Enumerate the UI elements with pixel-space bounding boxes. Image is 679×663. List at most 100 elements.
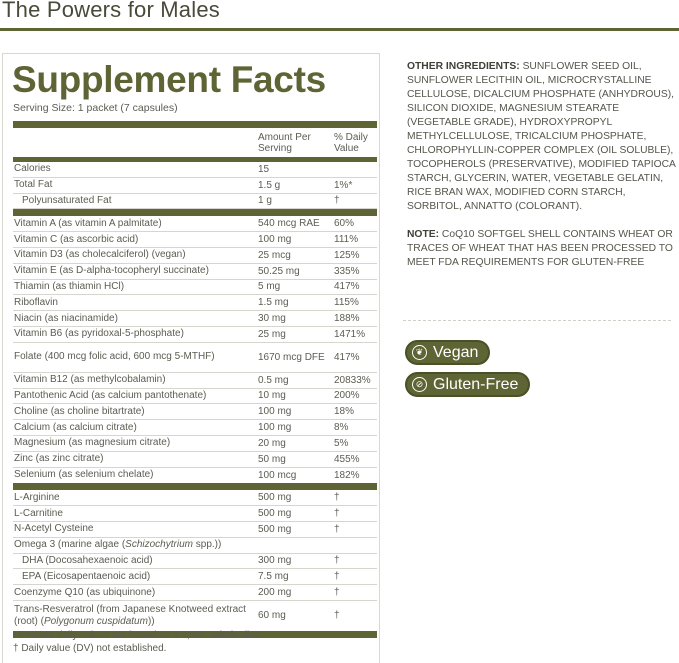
row-name: Vitamin D3 (as cholecalciferol) (vegan) xyxy=(14,249,186,261)
row-name: Trans-Resveratrol (from Japanese Knotwee… xyxy=(14,603,246,627)
row-dv: 1471% xyxy=(334,328,366,340)
row-dv: 335% xyxy=(334,265,360,277)
row-amount: 1.5 g xyxy=(258,179,281,191)
divider xyxy=(13,121,377,128)
badge-label: Vegan xyxy=(433,343,479,361)
badge-label: Gluten-Free xyxy=(433,375,519,393)
row-amount: 500 mg xyxy=(258,523,292,535)
table-row: Niacin (as niacinamide) 30 mg 188% xyxy=(13,311,377,327)
table-row: Vitamin D3 (as cholecalciferol) (vegan) 2… xyxy=(13,248,377,264)
row-name: Selenium (as selenium chelate) xyxy=(14,469,154,481)
row-amount: 100 mcg xyxy=(258,469,297,481)
note-label: NOTE: xyxy=(407,229,440,240)
row-dv: † xyxy=(334,492,340,504)
row-name: Vitamin C (as ascorbic acid) xyxy=(14,233,139,245)
row-amount: 540 mcg RAE xyxy=(258,218,320,230)
col-amount: Amount Per Serving xyxy=(258,131,311,154)
row-dv: 5% xyxy=(334,437,349,449)
table-row: Riboflavin 1.5 mg 115% xyxy=(13,295,377,312)
note-text: CoQ10 SOFTGEL SHELL CONTAINS WHEAT OR TR… xyxy=(407,229,673,268)
row-dv: 1%* xyxy=(334,179,353,191)
row-name: Folate (400 mcg folic acid, 600 mcg 5-MT… xyxy=(14,351,215,363)
row-dv: 417% xyxy=(334,281,360,293)
label-heading: Supplement Facts xyxy=(12,59,326,100)
page-title: The Powers for Males xyxy=(2,0,220,22)
row-name: Vitamin A (as vitamin A palmitate) xyxy=(14,217,162,229)
row-name: Coenzyme Q10 (as ubiquinone) xyxy=(14,586,156,598)
table-row: Total Fat 1.5 g 1%* xyxy=(13,178,377,194)
supplement-facts-label: Supplement Facts Serving Size: 1 packet … xyxy=(2,53,380,663)
row-dv: † xyxy=(334,555,340,567)
row-amount: 500 mg xyxy=(258,508,292,520)
row-dv: 60% xyxy=(334,218,355,230)
row-dv: † xyxy=(334,523,340,535)
row-name: Magnesium (as magnesium citrate) xyxy=(14,437,171,449)
row-name: Vitamin B6 (as pyridoxal-5-phosphate) xyxy=(14,328,184,340)
divider xyxy=(13,157,377,162)
row-amount: 5 mg xyxy=(258,281,281,293)
table-row: Magnesium (as magnesium citrate) 20 mg 5% xyxy=(13,436,377,452)
table-row: Coenzyme Q10 (as ubiquinone) 200 mg † xyxy=(13,585,377,601)
table-row: L-Arginine 500 mg † xyxy=(13,490,377,507)
row-dv: 111% xyxy=(334,234,359,246)
leaf-icon: ❦ xyxy=(412,345,427,360)
row-amount: 1 g xyxy=(258,195,272,207)
table-row: Vitamin A (as vitamin A palmitate) 540 mc… xyxy=(13,216,377,233)
table-row: Polyunsaturated Fat 1 g † xyxy=(13,194,377,210)
table-row: Choline (as choline bitartrate) 100 mg 18% xyxy=(13,404,377,421)
row-amount: 200 mg xyxy=(258,587,292,599)
wheat-icon: ⊘ xyxy=(412,377,427,392)
row-amount: 100 mg xyxy=(258,234,292,246)
row-dv: 20833% xyxy=(334,374,371,386)
row-name: Thiamin (as thiamin HCl) xyxy=(14,280,125,292)
table-row: EPA (Eicosapentaenoic acid) 7.5 mg † xyxy=(13,569,377,586)
table-row: Vitamin B12 (as methylcobalamin) 0.5 mg 20… xyxy=(13,373,377,389)
table-row: Folate (400 mcg folic acid, 600 mcg 5-MT… xyxy=(13,343,377,373)
row-amount: 1670 mcg DFE xyxy=(258,351,325,363)
divider xyxy=(403,320,671,321)
other-ingredients-label: OTHER INGREDIENTS: xyxy=(407,61,520,72)
row-amount: 300 mg xyxy=(258,555,292,567)
row-dv: 200% xyxy=(334,390,360,402)
row-dv: † xyxy=(334,195,340,207)
table-row: Vitamin C (as ascorbic acid) 100 mg 111% xyxy=(13,232,377,248)
row-name: Zinc (as zinc citrate) xyxy=(14,453,104,465)
row-name: Calcium (as calcium citrate) xyxy=(14,421,137,433)
divider xyxy=(13,209,377,217)
row-name: N-Acetyl Cysteine xyxy=(14,523,94,535)
row-amount: 50.25 mg xyxy=(258,265,300,277)
table-row: DHA (Docosahexaenoic acid) 300 mg † xyxy=(13,554,377,570)
row-name: DHA (Docosahexaenoic acid) xyxy=(22,554,153,566)
row-name: Riboflavin xyxy=(14,296,58,308)
row-name: Calories xyxy=(14,163,51,175)
table-row: Selenium (as selenium chelate) 100 mcg 182… xyxy=(13,468,377,484)
vegan-badge: ❦ Vegan xyxy=(405,340,491,365)
row-amount: 0.5 mg xyxy=(258,374,289,386)
table-row: Thiamin (as thiamin HCl) 5 mg 417% xyxy=(13,280,377,296)
row-amount: 25 mcg xyxy=(258,249,291,261)
table-row: Pantothenic Acid (as calcium pantothenat… xyxy=(13,389,377,405)
row-name-italic: Schizochytrium xyxy=(125,539,193,551)
row-amount: 15 xyxy=(258,163,270,175)
table-row: Calories 15 xyxy=(13,162,377,178)
row-amount: 100 mg xyxy=(258,406,292,418)
row-dv: 455% xyxy=(334,453,360,465)
serving-size: Serving Size: 1 packet (7 capsules) xyxy=(13,102,178,114)
footnote: † Daily value (DV) not established. xyxy=(13,643,167,654)
row-name: )) xyxy=(147,615,155,627)
row-amount: 10 mg xyxy=(258,390,286,402)
row-dv: 417% xyxy=(334,351,360,363)
divider xyxy=(13,630,377,638)
table-row: Vitamin E (as D-alpha-tocopheryl succina… xyxy=(13,264,377,280)
row-dv: † xyxy=(334,610,340,622)
gluten-free-badge: ⊘ Gluten-Free xyxy=(405,372,531,397)
table-row: Trans-Resveratrol (from Japanese Knotwee… xyxy=(13,601,377,631)
row-dv: 125% xyxy=(334,249,360,261)
row-name: L-Arginine xyxy=(14,491,60,503)
row-name-italic: Polygonum cuspidatum xyxy=(44,615,148,627)
row-name: Vitamin E (as D-alpha-tocopheryl succina… xyxy=(14,265,209,277)
facts-table: Amount Per Serving % Daily Value Calorie… xyxy=(13,121,377,638)
other-ingredients-text: SUNFLOWER SEED OIL, SUNFLOWER LECITHIN O… xyxy=(407,61,676,212)
row-name: Choline (as choline bitartrate) xyxy=(14,405,145,417)
row-amount: 50 mg xyxy=(258,453,286,465)
